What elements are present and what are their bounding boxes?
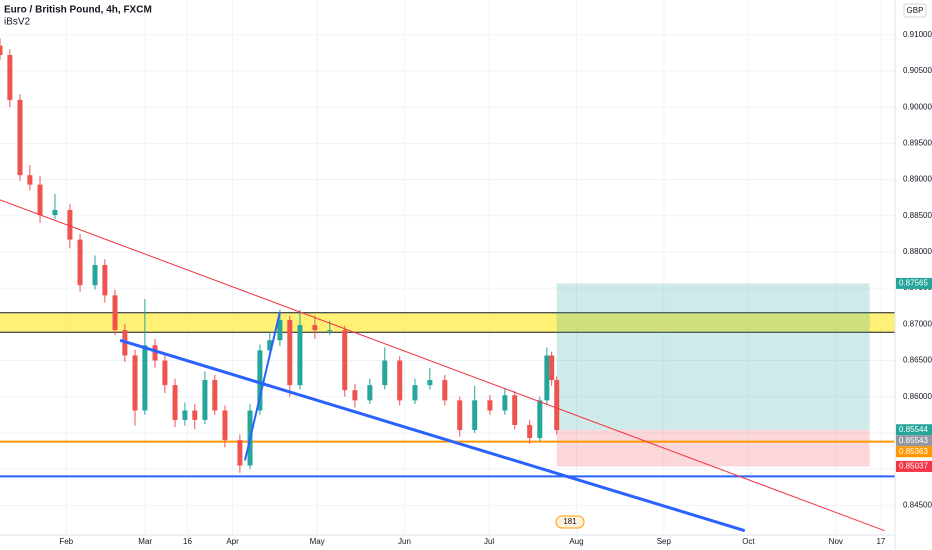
candle-body bbox=[27, 175, 33, 185]
candle-body bbox=[267, 340, 273, 351]
candle-body bbox=[7, 55, 13, 100]
y-tick-label: 0.89000 bbox=[903, 175, 932, 184]
profit-zone bbox=[556, 283, 870, 430]
x-tick-label: Mar bbox=[138, 537, 152, 546]
candle-body bbox=[502, 395, 508, 411]
candle-body bbox=[544, 355, 550, 401]
x-tick-label: Jun bbox=[398, 537, 411, 546]
y-tick-label: 0.88500 bbox=[903, 211, 932, 220]
candle-body bbox=[102, 264, 108, 296]
price-label-box bbox=[896, 435, 932, 447]
y-tick-label: 0.91000 bbox=[903, 30, 932, 39]
candle-body bbox=[352, 390, 358, 401]
trendline bbox=[243, 311, 281, 461]
indicator-name: iBsV2 bbox=[4, 17, 31, 28]
currency-box[interactable] bbox=[903, 3, 927, 18]
y-tick-label: 0.87000 bbox=[903, 319, 932, 328]
candle-body bbox=[427, 380, 433, 386]
price-label: 0.85037 bbox=[899, 462, 928, 471]
candle-body bbox=[327, 330, 333, 332]
y-tick-label: 0.90500 bbox=[903, 66, 932, 75]
loss-zone bbox=[556, 429, 870, 467]
candle-body bbox=[527, 424, 533, 438]
x-tick-label: May bbox=[310, 537, 325, 546]
price-label: 0.87565 bbox=[899, 279, 928, 288]
candle-body bbox=[457, 400, 463, 431]
candle-body bbox=[277, 319, 283, 341]
x-tick-label: Nov bbox=[829, 537, 843, 546]
trendline bbox=[0, 199, 885, 532]
candle-body bbox=[182, 410, 188, 420]
price-label: 0.85363 bbox=[899, 447, 928, 456]
candle-body bbox=[17, 99, 23, 176]
x-tick-label: Aug bbox=[569, 537, 583, 546]
candle-body bbox=[112, 295, 118, 331]
candle-body bbox=[487, 400, 493, 411]
candle-body bbox=[412, 385, 418, 401]
y-tick-label: 0.86500 bbox=[903, 356, 932, 365]
candle-body bbox=[222, 410, 228, 441]
x-tick-label: Apr bbox=[226, 537, 239, 546]
candle-body bbox=[212, 380, 218, 411]
candle-body bbox=[162, 360, 168, 386]
badge-box[interactable] bbox=[555, 515, 585, 529]
candle-body bbox=[287, 319, 293, 386]
candle-body bbox=[237, 440, 243, 466]
price-label-box bbox=[896, 424, 932, 436]
candle-body bbox=[397, 360, 403, 401]
candle-body bbox=[77, 239, 83, 286]
price-label: 0.85544 bbox=[899, 425, 928, 434]
y-tick-label: 0.88000 bbox=[903, 247, 932, 256]
candle-body bbox=[192, 410, 198, 420]
currency: GBP bbox=[907, 6, 924, 15]
candle-body bbox=[367, 385, 373, 401]
grid bbox=[0, 0, 895, 535]
candle-body bbox=[312, 325, 318, 331]
candle-body bbox=[442, 380, 448, 401]
candle-body bbox=[554, 380, 560, 431]
x-tick-label: 16 bbox=[183, 537, 192, 546]
badge: 181 bbox=[563, 517, 577, 526]
y-tick-label: 0.90000 bbox=[903, 102, 932, 111]
x-tick-label: 17 bbox=[876, 537, 885, 546]
candle-body bbox=[52, 209, 58, 216]
candle-body bbox=[297, 325, 303, 386]
candle-body bbox=[472, 400, 478, 431]
x-tick-label: Oct bbox=[742, 537, 755, 546]
candle-body bbox=[537, 400, 543, 438]
y-tick-label: 0.86000 bbox=[903, 392, 932, 401]
price-label-box bbox=[896, 277, 932, 289]
candle-body bbox=[382, 360, 388, 386]
axes: 0.91000 0.90500 0.90000 0.89500 0.89000 0.885… bbox=[59, 30, 932, 546]
candle-body bbox=[202, 380, 208, 420]
candle-body bbox=[0, 45, 3, 56]
price-label-box bbox=[896, 446, 932, 458]
candle-body bbox=[37, 184, 43, 216]
zone bbox=[0, 312, 895, 333]
trendline bbox=[119, 338, 746, 533]
price-label: 0.85543 bbox=[899, 436, 928, 445]
candle-body bbox=[132, 355, 138, 411]
candle-body bbox=[257, 350, 263, 411]
y-tick-label: 0.84500 bbox=[903, 500, 932, 509]
chart-title: Euro / British Pound, 4h, FXCM bbox=[4, 5, 152, 16]
price-axis-bg bbox=[895, 0, 932, 550]
x-tick-label: Sep bbox=[657, 537, 672, 546]
candle-body bbox=[92, 264, 98, 286]
candle-body bbox=[342, 330, 348, 391]
x-tick-label: Feb bbox=[59, 537, 73, 546]
x-tick-label: Jul bbox=[484, 537, 494, 546]
price-label-box bbox=[896, 460, 932, 472]
candle-body bbox=[67, 209, 73, 240]
y-tick-label: 0.89500 bbox=[903, 138, 932, 147]
candle-body bbox=[512, 395, 518, 425]
candle-body bbox=[549, 355, 555, 381]
candle-body bbox=[142, 345, 148, 411]
candle-body bbox=[172, 385, 178, 420]
plot bbox=[0, 38, 895, 533]
candle-body bbox=[152, 345, 158, 361]
